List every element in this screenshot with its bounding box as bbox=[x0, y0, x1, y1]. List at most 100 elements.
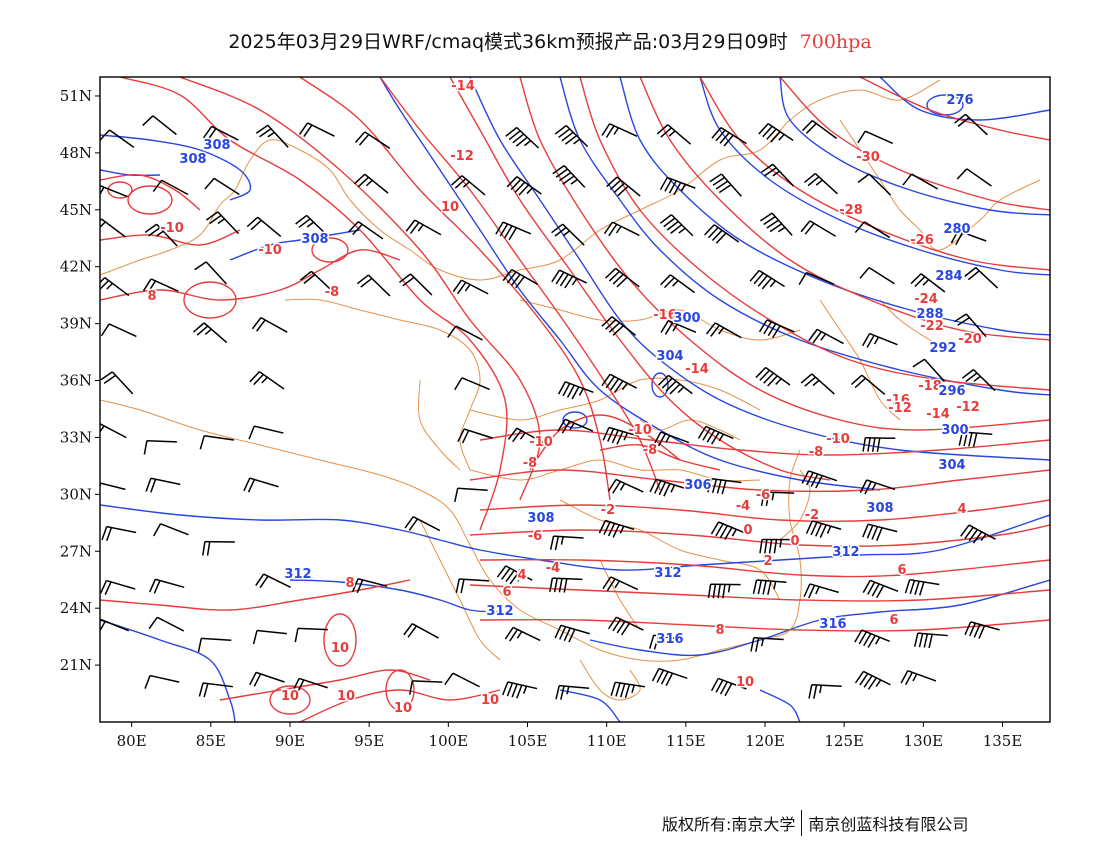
wind-barb bbox=[202, 125, 239, 141]
wind-barb bbox=[960, 524, 996, 544]
height-label: 316 bbox=[656, 632, 683, 647]
height-closed-contour bbox=[651, 372, 669, 398]
height-label: 280 bbox=[943, 222, 970, 237]
wind-barb bbox=[205, 211, 240, 235]
height-label: 304 bbox=[938, 458, 965, 473]
wind-barb bbox=[659, 214, 694, 237]
wind-barb bbox=[859, 479, 896, 495]
temperature-label: -4 bbox=[546, 561, 560, 576]
wind-barb bbox=[502, 268, 539, 289]
wind-barb bbox=[857, 173, 892, 196]
wind-barb bbox=[252, 629, 287, 645]
wind-barb bbox=[455, 578, 490, 594]
temperature-isotherm bbox=[579, 77, 1050, 391]
temperature-label: -24 bbox=[914, 292, 938, 307]
wind-barb bbox=[255, 573, 291, 589]
wind-barb bbox=[854, 670, 891, 690]
temperature-label: 6 bbox=[897, 563, 906, 578]
wind-barb bbox=[964, 621, 1000, 639]
wind-barb bbox=[709, 173, 742, 197]
height-label: 300 bbox=[941, 423, 968, 438]
wind-barb bbox=[204, 177, 240, 196]
wind-barb bbox=[607, 616, 644, 636]
wind-barb bbox=[502, 681, 538, 699]
temperature-isotherm bbox=[479, 499, 1050, 522]
border-line bbox=[418, 379, 461, 471]
wind-barb bbox=[348, 221, 384, 240]
temperature-isotherm bbox=[469, 469, 1050, 492]
wind-barb bbox=[202, 540, 235, 556]
wind-barb bbox=[760, 212, 793, 236]
temperature-isotherm bbox=[179, 77, 541, 501]
height-contour bbox=[559, 689, 621, 722]
height-label: 308 bbox=[866, 501, 893, 516]
wind-barb bbox=[551, 223, 585, 246]
wind-barb bbox=[606, 176, 641, 197]
wind-barb bbox=[549, 535, 584, 551]
x-tick-label: 130E bbox=[904, 732, 944, 750]
temperature-label: -2 bbox=[805, 508, 819, 523]
temperature-label: -8 bbox=[523, 456, 537, 471]
wind-barb bbox=[956, 168, 992, 187]
temperature-label: 4 bbox=[517, 568, 526, 583]
wind-barb bbox=[398, 273, 433, 296]
temperature-label: -14 bbox=[926, 407, 950, 422]
wind-barb bbox=[557, 418, 594, 434]
copyright-left: 版权所有:南京大学 bbox=[662, 815, 796, 834]
temperature-label: -18 bbox=[918, 379, 942, 394]
wind-barb bbox=[249, 671, 285, 687]
wind-barb bbox=[697, 425, 734, 445]
temperature-isotherm bbox=[219, 669, 431, 701]
wind-barb bbox=[295, 214, 329, 237]
wind-barb bbox=[243, 477, 279, 493]
wind-barb bbox=[506, 176, 542, 196]
wind-barbs bbox=[100, 113, 1000, 700]
wind-barb bbox=[149, 578, 185, 594]
wind-barb bbox=[758, 319, 795, 339]
wind-barb bbox=[950, 229, 987, 246]
height-contour bbox=[779, 77, 1050, 216]
temperature-isotherm bbox=[100, 249, 401, 301]
wind-barb bbox=[294, 627, 328, 643]
temperature-label: -14 bbox=[685, 362, 709, 377]
wind-barb bbox=[549, 577, 583, 593]
height-label: 308 bbox=[527, 511, 554, 526]
wind-barb bbox=[660, 274, 696, 294]
temperature-label: -4 bbox=[736, 499, 750, 514]
wind-barb bbox=[505, 126, 540, 149]
temperature-isotherm bbox=[699, 77, 1050, 271]
x-tick-label: 80E bbox=[117, 732, 147, 750]
wind-barb bbox=[808, 328, 844, 345]
temperature-isotherm bbox=[479, 429, 1050, 456]
wind-barb bbox=[798, 271, 835, 286]
height-label: 296 bbox=[938, 384, 965, 399]
wind-barb bbox=[194, 261, 228, 285]
temperature-label: 10 bbox=[394, 701, 412, 716]
y-tick-label: 27N bbox=[60, 542, 92, 560]
temperature-label: -2 bbox=[601, 503, 615, 518]
wind-barb bbox=[447, 325, 483, 341]
contour-labels: -14-12-10-1010-8-10-16-14-30-28-26-24-22… bbox=[146, 78, 983, 718]
border-line bbox=[284, 298, 481, 471]
wind-barb bbox=[557, 381, 594, 400]
wind-barb bbox=[854, 221, 891, 239]
border-line bbox=[839, 119, 1041, 251]
height-contour bbox=[289, 579, 501, 613]
wind-barb bbox=[913, 632, 948, 649]
x-tick-label: 115E bbox=[666, 732, 706, 750]
height-contour bbox=[699, 77, 1050, 276]
wind-barb bbox=[750, 637, 784, 652]
height-label: 288 bbox=[916, 307, 943, 322]
wind-barb bbox=[752, 579, 787, 595]
temperature-label: -10 bbox=[529, 435, 553, 450]
temperature-label: -8 bbox=[809, 445, 823, 460]
wind-barb bbox=[100, 579, 136, 595]
wind-barb bbox=[601, 123, 638, 138]
temperature-closed-contour bbox=[311, 237, 349, 263]
wind-barb bbox=[255, 124, 289, 148]
height-contour bbox=[619, 77, 1050, 336]
height-label: 308 bbox=[179, 152, 206, 167]
height-contour bbox=[589, 579, 1050, 657]
wind-barb bbox=[454, 487, 488, 503]
temperature-label: -6 bbox=[528, 529, 542, 544]
